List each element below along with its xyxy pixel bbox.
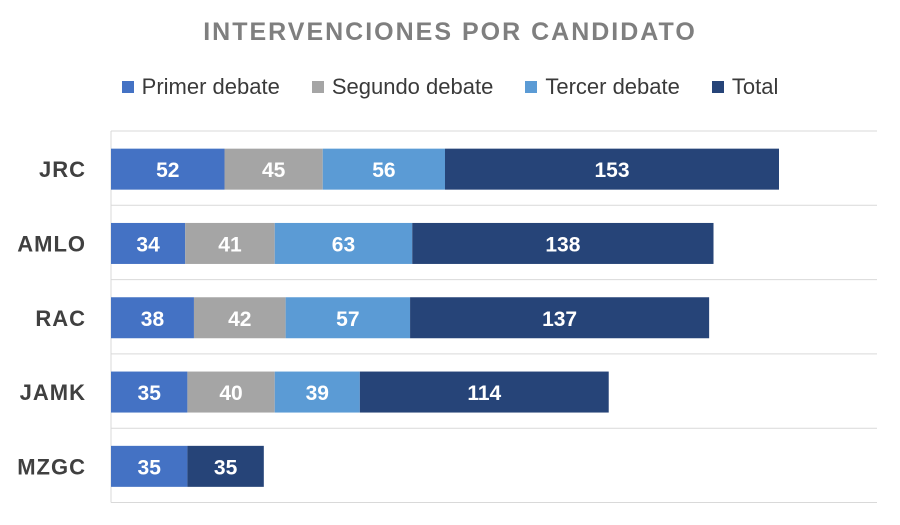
bar-segment: [111, 222, 186, 264]
data-label: 153: [594, 159, 629, 182]
category-label: MZGC: [17, 454, 86, 479]
bar-segment: [410, 297, 710, 339]
bar-segment: [322, 148, 445, 190]
data-label: 40: [219, 382, 242, 405]
data-label: 114: [467, 382, 501, 405]
category-label: JRC: [39, 157, 86, 182]
category-label: AMLO: [17, 231, 86, 256]
bar-segment: [359, 371, 609, 413]
bar-segment: [285, 297, 411, 339]
data-label: 52: [156, 159, 179, 182]
legend-swatch: [525, 81, 538, 93]
bar-segment: [187, 371, 275, 413]
legend-item-primer-debate: Primer debate: [121, 74, 280, 100]
legend-label: Primer debate: [141, 74, 280, 99]
bar-segment: [224, 148, 323, 190]
data-label: 41: [218, 233, 242, 256]
legend-swatch: [311, 81, 324, 93]
legend-swatch: [711, 81, 724, 93]
data-label: 34: [136, 233, 160, 256]
legend-item-segundo-debate: Segundo debate: [311, 74, 494, 100]
legend-label: Total: [731, 74, 779, 99]
bar-segment: [444, 148, 779, 190]
bar-segment: [111, 445, 188, 487]
data-label: 35: [138, 382, 162, 405]
data-label: 57: [336, 308, 359, 331]
bar-segment: [274, 222, 413, 264]
data-label: 35: [138, 456, 162, 479]
legend-label: Segundo debate: [331, 74, 494, 99]
data-label: 137: [542, 308, 577, 331]
bar-segment: [111, 148, 225, 190]
data-label: 42: [228, 308, 251, 331]
data-label: 39: [306, 382, 329, 405]
legend-item-tercer-debate: Tercer debate: [525, 74, 680, 100]
data-label: 38: [141, 308, 165, 331]
data-label: 56: [372, 159, 395, 182]
chart-title: INTERVENCIONES POR CANDIDATO: [203, 18, 697, 46]
bar-segment: [412, 222, 714, 264]
bar-segment: [111, 297, 194, 339]
legend-label: Tercer debate: [545, 74, 680, 99]
data-label: 45: [262, 159, 286, 182]
legend-swatch: [121, 81, 134, 93]
bar-segment: [193, 297, 286, 339]
bar-segment: [111, 371, 188, 413]
category-label: JAMK: [20, 380, 86, 405]
data-label: 35: [214, 456, 238, 479]
data-label: 63: [332, 233, 355, 256]
bar-segment: [187, 445, 264, 487]
bar-segment: [274, 371, 360, 413]
legend-item-total: Total: [711, 74, 779, 100]
bar-segment: [185, 222, 275, 264]
data-label: 138: [545, 233, 580, 256]
category-label: RAC: [35, 306, 86, 331]
legend: Primer debate Segundo debate Tercer deba…: [0, 74, 900, 100]
